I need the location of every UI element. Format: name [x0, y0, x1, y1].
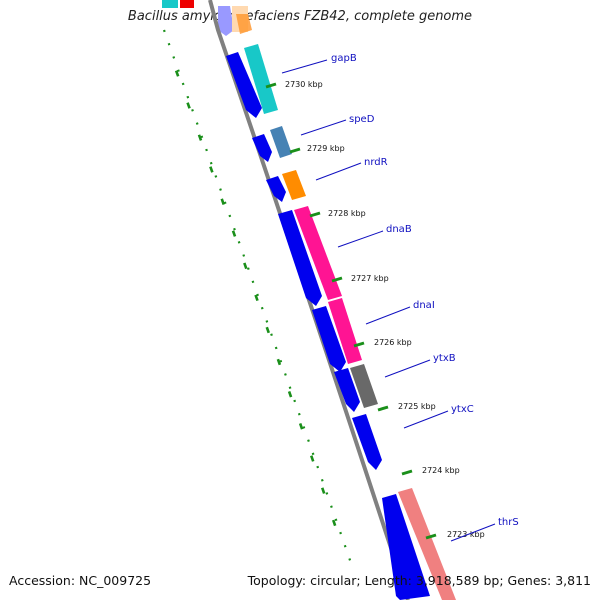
feature-top-orange: [236, 14, 252, 34]
tick-2727: [331, 276, 343, 283]
gene-label-speD: speD: [349, 114, 375, 125]
feature-nrdR: [282, 170, 306, 200]
feature-speD: [270, 126, 292, 158]
cds-thrS: [382, 494, 430, 600]
cds-ytxC: [352, 414, 382, 470]
cds-nrdR: [266, 176, 286, 202]
tick-2729: [289, 147, 301, 154]
feature-dnaB: [294, 206, 342, 300]
tick-2724: [401, 469, 413, 476]
tick-label-2728: 2728 kbp: [328, 209, 366, 218]
feature-top-lavender: [218, 6, 234, 36]
feature-top-red: [180, 0, 194, 8]
label-connectors: [281, 59, 496, 542]
topology-text: Topology: circular; Length: 3,918,589 bp…: [247, 573, 591, 588]
gene-label-ytxB: ytxB: [433, 353, 456, 364]
tick-label-2727: 2727 kbp: [351, 274, 389, 283]
tick-label-2726: 2726 kbp: [374, 338, 412, 347]
gene-label-dnaI: dnaI: [413, 300, 435, 311]
connector-ytxB: [384, 359, 431, 378]
tick-marks: [265, 82, 437, 540]
feature-top-cyan: [162, 0, 178, 8]
connector-thrS: [450, 523, 496, 542]
feature-thrS: [398, 488, 456, 600]
cds-track: [226, 52, 430, 600]
tick-label-2725: 2725 kbp: [398, 402, 436, 411]
connector-nrdR: [315, 162, 362, 181]
gene-label-nrdR: nrdR: [364, 157, 388, 168]
feature-gapB: [244, 44, 278, 114]
connector-dnaB: [337, 230, 384, 248]
connector-ytxC: [403, 410, 449, 429]
tick-label-2723: 2723 kbp: [447, 530, 485, 539]
tick-2725: [377, 405, 389, 412]
connector-gapB: [281, 59, 328, 74]
cds-ytxB: [334, 368, 360, 412]
gene-label-ytxC: ytxC: [451, 404, 474, 415]
connector-dnaI: [365, 306, 411, 325]
feature-ytxB: [350, 364, 378, 408]
tick-2728: [309, 211, 321, 218]
tick-label-2729: 2729 kbp: [307, 144, 345, 153]
cds-dnaI: [312, 306, 346, 372]
connector-speD: [300, 119, 347, 136]
accession-text: Accession: NC_009725: [9, 573, 152, 588]
tick-2726: [353, 341, 365, 348]
tick-2723: [425, 533, 437, 540]
tick-label-2730: 2730 kbp: [285, 80, 323, 89]
cds-dnaB: [278, 210, 322, 306]
gene-label-gapB: gapB: [331, 53, 357, 64]
tick-label-2724: 2724 kbp: [422, 466, 460, 475]
cds-speD: [252, 134, 272, 162]
feature-dnaI: [328, 298, 362, 364]
cds-gapB: [226, 52, 262, 118]
tick-2730: [265, 82, 277, 89]
gene-label-thrS: thrS: [498, 517, 519, 528]
gene-label-dnaB: dnaB: [386, 224, 412, 235]
